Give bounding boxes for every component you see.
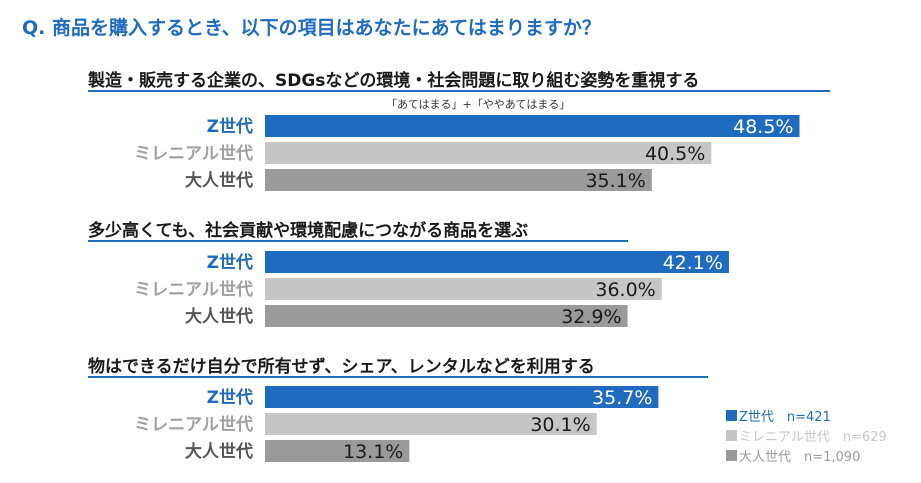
value-label-2-adult: 32.9% <box>561 306 621 328</box>
legend-label-millennial: ミレニアル世代 n=629 <box>739 430 887 445</box>
bar-1-gen-z <box>265 115 800 137</box>
value-label-1-millennial: 40.5% <box>645 143 705 165</box>
section-title-2: 多少高くても、社会貢献や環境配慮につながる商品を選ぶ <box>88 221 529 241</box>
category-label-3-adult: 大人世代 <box>185 441 253 462</box>
legend-label-adult: 大人世代 n=1,090 <box>739 450 861 465</box>
category-label-2-millennial: ミレニアル世代 <box>134 279 253 300</box>
value-label-3-adult: 13.1% <box>343 441 403 463</box>
bar-3-millennial <box>265 413 597 435</box>
legend-swatch-gen-z <box>726 410 737 421</box>
bar-2-adult <box>265 305 628 327</box>
category-label-3-millennial: ミレニアル世代 <box>134 414 253 435</box>
legend-label-gen-z: Z世代 n=421 <box>739 410 831 425</box>
section-title-3: 物はできるだけ自分で所有せず、シェア、レンタルなどを利用する <box>88 357 595 377</box>
value-label-3-gen-z: 35.7% <box>592 387 652 409</box>
legend-item-adult: 大人世代 n=1,090 <box>726 446 860 465</box>
bar-1-millennial <box>265 142 712 164</box>
bar-1-adult <box>265 169 652 191</box>
section-underline-1 <box>88 90 830 92</box>
value-label-2-gen-z: 42.1% <box>663 252 723 274</box>
section-underline-3 <box>88 376 708 378</box>
section-underline-2 <box>88 240 628 242</box>
category-label-1-adult: 大人世代 <box>185 170 253 191</box>
legend-item-millennial: ミレニアル世代 n=629 <box>726 426 887 445</box>
question-text: Q. 商品を購入するとき、以下の項目はあなたにあてはまりますか？ <box>22 17 601 39</box>
category-label-2-adult: 大人世代 <box>185 306 253 327</box>
category-label-2-gen-z: Z世代 <box>207 252 253 273</box>
bar-3-gen-z <box>265 386 659 408</box>
value-label-1-adult: 35.1% <box>585 170 645 192</box>
section-title-1: 製造・販売する企業の、SDGsなどの環境・社会問題に取り組む姿勢を重視する <box>88 71 700 91</box>
category-label-1-gen-z: Z世代 <box>207 116 253 137</box>
legend-swatch-millennial <box>726 430 737 441</box>
legend-swatch-adult <box>726 450 737 461</box>
category-label-1-millennial: ミレニアル世代 <box>134 143 253 164</box>
answer-note: 「あてはまる」+「ややあてはまる」 <box>386 98 571 111</box>
legend-item-gen-z: Z世代 n=421 <box>726 406 831 425</box>
bar-3-adult <box>265 440 410 462</box>
bar-2-millennial <box>265 278 662 300</box>
value-label-3-millennial: 30.1% <box>530 414 590 436</box>
category-label-3-gen-z: Z世代 <box>207 387 253 408</box>
value-label-1-gen-z: 48.5% <box>733 116 793 138</box>
value-label-2-millennial: 36.0% <box>595 279 655 301</box>
bar-2-gen-z <box>265 251 729 273</box>
